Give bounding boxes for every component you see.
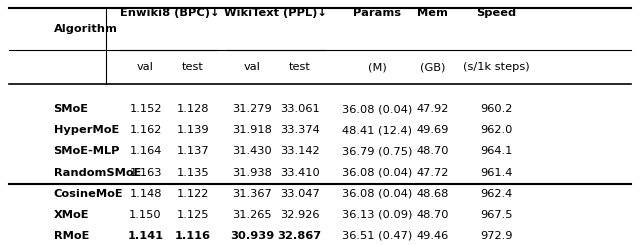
Text: SMoE: SMoE <box>54 104 88 114</box>
Text: 962.4: 962.4 <box>480 189 513 199</box>
Text: 31.938: 31.938 <box>232 168 272 178</box>
Text: 33.410: 33.410 <box>280 168 319 178</box>
Text: 1.139: 1.139 <box>177 125 209 135</box>
Text: 1.152: 1.152 <box>129 104 162 114</box>
Text: test: test <box>289 62 310 72</box>
Text: 48.68: 48.68 <box>417 189 449 199</box>
Text: 48.41 (12.4): 48.41 (12.4) <box>342 125 412 135</box>
Text: Speed: Speed <box>476 8 516 18</box>
Text: 31.918: 31.918 <box>232 125 272 135</box>
Text: 36.08 (0.04): 36.08 (0.04) <box>342 104 412 114</box>
Text: 1.141: 1.141 <box>127 231 164 241</box>
Text: 1.148: 1.148 <box>129 189 162 199</box>
Text: 1.128: 1.128 <box>177 104 209 114</box>
Text: Algorithm: Algorithm <box>54 24 117 34</box>
Text: 36.51 (0.47): 36.51 (0.47) <box>342 231 412 241</box>
Text: 32.867: 32.867 <box>278 231 322 241</box>
Text: 48.70: 48.70 <box>417 210 449 220</box>
Text: 36.79 (0.75): 36.79 (0.75) <box>342 147 412 156</box>
Text: 36.08 (0.04): 36.08 (0.04) <box>342 168 412 178</box>
Text: 33.061: 33.061 <box>280 104 319 114</box>
Text: 1.116: 1.116 <box>175 231 211 241</box>
Text: 1.162: 1.162 <box>129 125 162 135</box>
Text: 48.70: 48.70 <box>417 147 449 156</box>
Text: 1.150: 1.150 <box>129 210 162 220</box>
Text: HyperMoE: HyperMoE <box>54 125 119 135</box>
Text: 967.5: 967.5 <box>480 210 513 220</box>
Text: XMoE: XMoE <box>54 210 89 220</box>
Text: test: test <box>182 62 204 72</box>
Text: (s/1k steps): (s/1k steps) <box>463 62 530 72</box>
Text: 49.46: 49.46 <box>417 231 449 241</box>
Text: RMoE: RMoE <box>54 231 89 241</box>
Text: CosineMoE: CosineMoE <box>54 189 123 199</box>
Text: 31.430: 31.430 <box>232 147 272 156</box>
Text: 36.13 (0.09): 36.13 (0.09) <box>342 210 412 220</box>
Text: 33.374: 33.374 <box>280 125 319 135</box>
Text: 47.92: 47.92 <box>417 104 449 114</box>
Text: WikiText (PPL)↓: WikiText (PPL)↓ <box>225 8 327 18</box>
Text: 31.279: 31.279 <box>232 104 272 114</box>
Text: val: val <box>137 62 154 72</box>
Text: 961.4: 961.4 <box>480 168 513 178</box>
Text: 1.137: 1.137 <box>177 147 209 156</box>
Text: 33.047: 33.047 <box>280 189 319 199</box>
Text: 31.265: 31.265 <box>232 210 272 220</box>
Text: RandomSMoE: RandomSMoE <box>54 168 141 178</box>
Text: 1.135: 1.135 <box>177 168 209 178</box>
Text: 972.9: 972.9 <box>480 231 513 241</box>
Text: 33.142: 33.142 <box>280 147 319 156</box>
Text: 47.72: 47.72 <box>417 168 449 178</box>
Text: 1.122: 1.122 <box>177 189 209 199</box>
Text: Mem: Mem <box>417 8 449 18</box>
Text: Enwiki8 (BPC)↓: Enwiki8 (BPC)↓ <box>120 8 219 18</box>
Text: val: val <box>244 62 260 72</box>
Text: 964.1: 964.1 <box>480 147 513 156</box>
Text: (M): (M) <box>368 62 387 72</box>
Text: SMoE-MLP: SMoE-MLP <box>54 147 120 156</box>
Text: 32.926: 32.926 <box>280 210 319 220</box>
Text: 1.164: 1.164 <box>129 147 162 156</box>
Text: Params: Params <box>353 8 401 18</box>
Text: 36.08 (0.04): 36.08 (0.04) <box>342 189 412 199</box>
Text: 30.939: 30.939 <box>230 231 274 241</box>
Text: 31.367: 31.367 <box>232 189 272 199</box>
Text: 960.2: 960.2 <box>480 104 513 114</box>
Text: 1.125: 1.125 <box>177 210 209 220</box>
Text: 49.69: 49.69 <box>417 125 449 135</box>
Text: 962.0: 962.0 <box>480 125 513 135</box>
Text: (GB): (GB) <box>420 62 445 72</box>
Text: 1.163: 1.163 <box>129 168 162 178</box>
